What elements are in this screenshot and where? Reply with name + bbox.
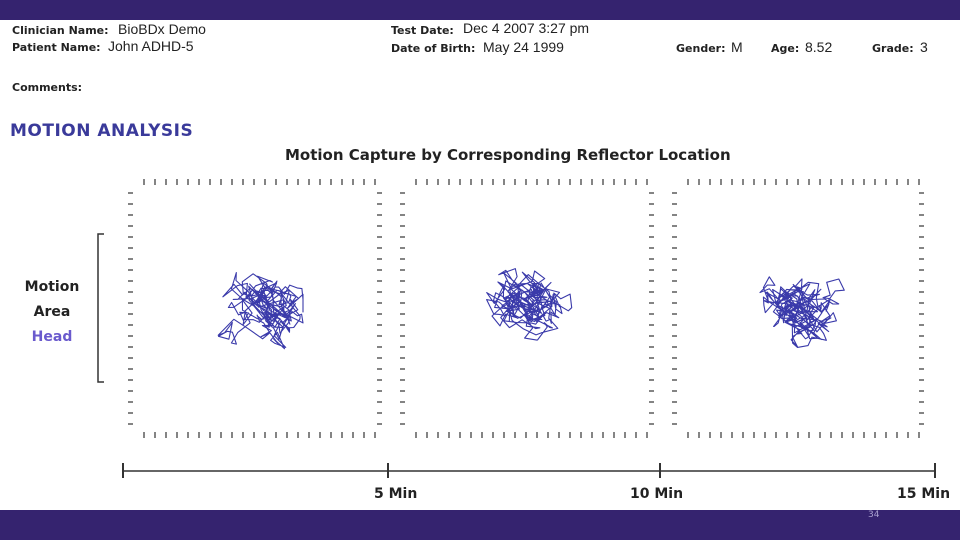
value: 8.52 [805, 39, 833, 55]
label: Gender: [676, 42, 726, 55]
y-label: Head [31, 329, 73, 345]
y-label: Area [33, 304, 71, 320]
figure-title: Motion Capture by Corresponding Reflecto… [285, 146, 731, 164]
value: John ADHD-5 [108, 38, 194, 54]
label: Grade: [872, 42, 914, 55]
section-title: MOTION ANALYSIS [10, 121, 194, 141]
label: Age: [771, 42, 800, 55]
value: May 24 1999 [483, 39, 564, 55]
motion-trace [217, 272, 304, 350]
value: BioBDx Demo [118, 21, 206, 37]
label: Date of Birth: [391, 42, 476, 55]
label: Patient Name: [12, 41, 101, 54]
bottom-bar [0, 510, 960, 540]
label: Test Date: [391, 24, 454, 37]
top-bar [0, 0, 960, 20]
slide-number: 34 [868, 510, 880, 520]
y-label: Motion [24, 279, 80, 295]
y-bracket [97, 233, 104, 383]
timeline-label: 5 Min [374, 486, 418, 502]
label: Comments: [12, 81, 83, 94]
motion-trace [759, 276, 845, 348]
value: Dec 4 2007 3:27 pm [463, 20, 590, 36]
timeline-label: 10 Min [630, 486, 684, 502]
timeline-label: 15 Min [897, 486, 951, 502]
value: M [731, 39, 743, 55]
label: Clinician Name: [12, 24, 109, 37]
motion-trace [486, 268, 573, 341]
value: 3 [920, 39, 928, 55]
